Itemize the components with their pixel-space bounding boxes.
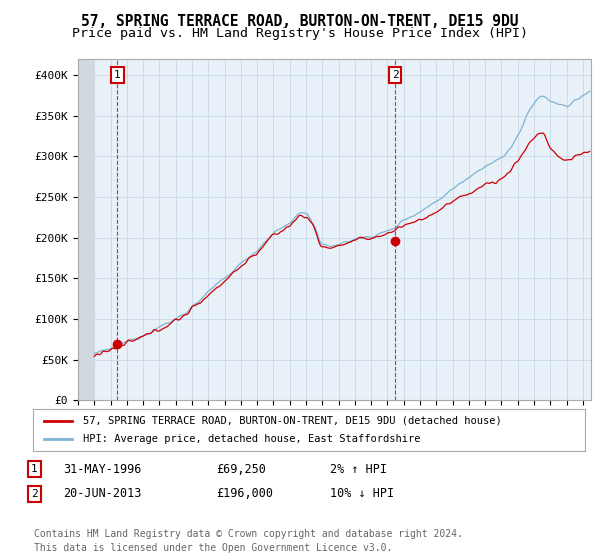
Text: 20-JUN-2013: 20-JUN-2013	[63, 487, 142, 501]
Text: £196,000: £196,000	[216, 487, 273, 501]
Text: £69,250: £69,250	[216, 463, 266, 476]
Text: 10% ↓ HPI: 10% ↓ HPI	[330, 487, 394, 501]
Text: HPI: Average price, detached house, East Staffordshire: HPI: Average price, detached house, East…	[83, 434, 420, 444]
Text: Contains HM Land Registry data © Crown copyright and database right 2024.
This d: Contains HM Land Registry data © Crown c…	[34, 529, 463, 553]
Bar	[78, 59, 94, 400]
Text: 57, SPRING TERRACE ROAD, BURTON-ON-TRENT, DE15 9DU: 57, SPRING TERRACE ROAD, BURTON-ON-TRENT…	[81, 14, 519, 29]
Text: 1: 1	[114, 70, 121, 80]
Text: 31-MAY-1996: 31-MAY-1996	[63, 463, 142, 476]
Text: 1: 1	[31, 464, 38, 474]
Text: 57, SPRING TERRACE ROAD, BURTON-ON-TRENT, DE15 9DU (detached house): 57, SPRING TERRACE ROAD, BURTON-ON-TRENT…	[83, 416, 502, 426]
Text: 2: 2	[392, 70, 398, 80]
Text: 2% ↑ HPI: 2% ↑ HPI	[330, 463, 387, 476]
Text: 2: 2	[31, 489, 38, 499]
Text: Price paid vs. HM Land Registry's House Price Index (HPI): Price paid vs. HM Land Registry's House …	[72, 27, 528, 40]
